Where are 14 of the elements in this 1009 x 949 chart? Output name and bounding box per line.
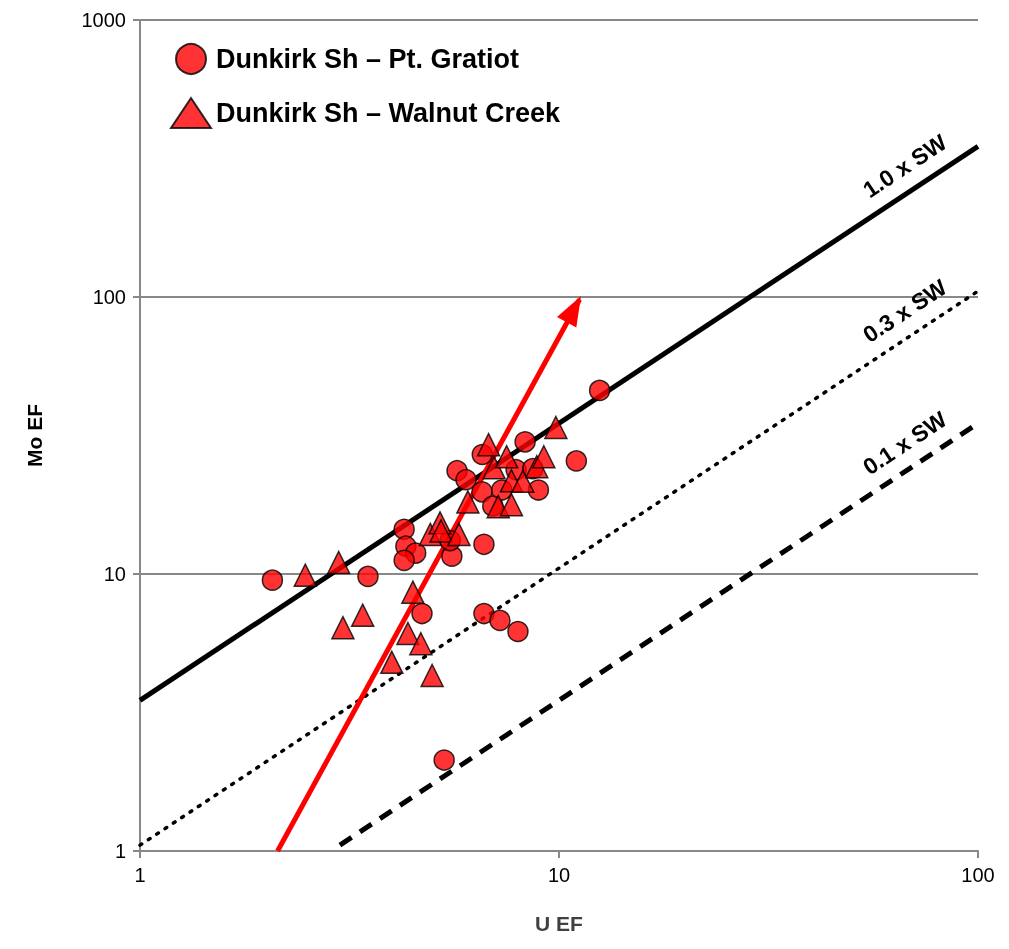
y-axis-title: Mo EF — [23, 403, 46, 467]
text: 0.3 x SW — [858, 273, 952, 348]
text: 1.0 x SW — [858, 128, 952, 203]
y-tick-label: 1000 — [81, 9, 126, 31]
x-tick-label: 10 — [547, 864, 571, 886]
x-axis-title: U EF — [535, 912, 584, 935]
y-tick-label: 1 — [114, 840, 126, 862]
legend-label: Dunkirk Sh – Walnut Creek — [216, 98, 562, 128]
legend-label: Dunkirk Sh – Pt. Gratiot — [216, 44, 520, 74]
y-tick-label: 100 — [92, 286, 126, 308]
x-tick-label: 100 — [961, 864, 995, 886]
y-tick-label: 10 — [103, 563, 126, 585]
text: 0.1 x SW — [858, 405, 952, 480]
x-tick-label: 1 — [134, 864, 146, 886]
